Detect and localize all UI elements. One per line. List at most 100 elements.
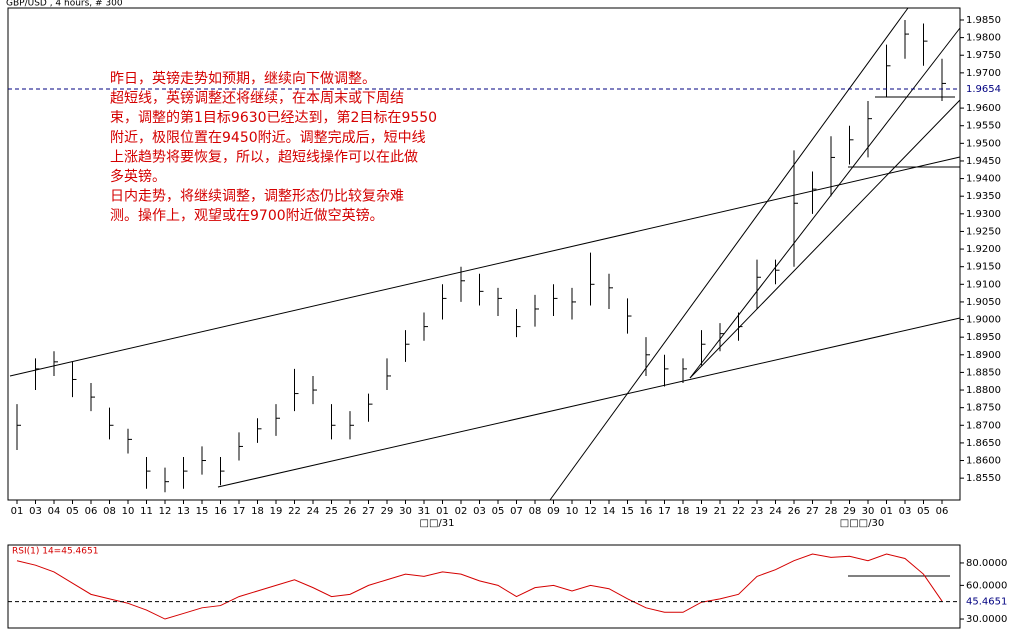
- y-tick-label: 1.9450: [966, 156, 1001, 167]
- y-tick-label: 1.9500: [966, 138, 1001, 149]
- x-tick-label: 16: [214, 506, 227, 517]
- x-tick-label: 27: [806, 506, 819, 517]
- x-tick-label: 03: [899, 506, 912, 517]
- x-tick-label: 23: [751, 506, 764, 517]
- y-tick-label: 1.8950: [966, 332, 1001, 343]
- y-tick-label: 1.8800: [966, 385, 1001, 396]
- x-tick-label: 01: [11, 506, 24, 517]
- annotation: 束，调整的第1目标9630已经达到，第2目标在9550: [110, 109, 437, 126]
- rsi-line: [16, 553, 943, 620]
- x-tick-label: 25: [325, 506, 338, 517]
- y-tick-label: 1.9800: [966, 33, 1001, 44]
- x-tick-label: 08: [529, 506, 542, 517]
- y-tick-label: 60.0000: [966, 580, 1007, 591]
- trend-lines: [9, 7, 961, 577]
- annotation: 上涨趋势将要恢复，所以，超短线操作可以在此做: [110, 148, 418, 165]
- x-tick-label: 26: [344, 506, 357, 517]
- x-tick-label: 22: [288, 506, 301, 517]
- x-tick-label: 15: [196, 506, 209, 517]
- x-tick-label: 24: [307, 506, 320, 517]
- y-tick-label: 1.9250: [966, 226, 1001, 237]
- x-tick-label: 05: [492, 506, 505, 517]
- y-tick-label: 1.9000: [966, 315, 1001, 326]
- trend-line: [9, 156, 961, 377]
- y-tick-label: 1.8550: [966, 473, 1001, 484]
- x-tick-label: 29: [843, 506, 856, 517]
- trend-line: [689, 27, 961, 379]
- y-tick-label: 1.9350: [966, 191, 1001, 202]
- x-tick-label: 19: [695, 506, 708, 517]
- x-tick-label: 31: [418, 506, 431, 517]
- x-tick-label: 11: [140, 506, 153, 517]
- x-tick-label: 03: [29, 506, 42, 517]
- y-tick-label: 1.8750: [966, 403, 1001, 414]
- x-tick-label: 21: [714, 506, 727, 517]
- x-tick-label: 13: [177, 506, 190, 517]
- x-tick-label: 17: [233, 506, 246, 517]
- y-tick-label: 30.0000: [966, 614, 1007, 625]
- y-tick-label: 1.9850: [966, 15, 1001, 26]
- x-tick-label: 16: [640, 506, 653, 517]
- x-tick-label: 06: [936, 506, 949, 517]
- rsi-frame: [7, 544, 961, 629]
- y-tick-label: 1.9400: [966, 174, 1001, 185]
- y-tick-label: 1.9550: [966, 121, 1001, 132]
- chart-title: GBP/USD , 4 hours, # 300: [6, 0, 123, 9]
- x-tick-label: 24: [769, 506, 782, 517]
- annotation: 多英镑。: [110, 168, 166, 185]
- x-tick-label: 04: [48, 506, 61, 517]
- y-tick-label: 1.8700: [966, 420, 1001, 431]
- x-tick-label: 27: [362, 506, 375, 517]
- x-tick-label: 19: [270, 506, 283, 517]
- x-tick-label: 12: [159, 506, 172, 517]
- x-tick-label: 03: [473, 506, 486, 517]
- y-tick-label: 80.0000: [966, 558, 1007, 569]
- y-tick-label: 1.8600: [966, 456, 1001, 467]
- x-tick-label: 07: [510, 506, 523, 517]
- y-tick-label: 1.9700: [966, 68, 1001, 79]
- x-tick-label: 17: [658, 506, 671, 517]
- x-tick-label: 18: [251, 506, 264, 517]
- y-tick-label: 1.9300: [966, 209, 1001, 220]
- x-tick-label: 05: [917, 506, 930, 517]
- x-tick-label: 10: [122, 506, 135, 517]
- y-tick-label: 1.9050: [966, 297, 1001, 308]
- y-tick-label: 1.9100: [966, 279, 1001, 290]
- price-frame: [7, 7, 961, 501]
- x-tick-label: 14: [603, 506, 616, 517]
- y-tick-label: 1.9200: [966, 244, 1001, 255]
- x-tick-label: 09: [547, 506, 560, 517]
- x-tick-label: 10: [566, 506, 579, 517]
- current-label: 1.9654: [966, 84, 1001, 95]
- x-tick-label: 28: [825, 506, 838, 517]
- x-tick-label: 29: [381, 506, 394, 517]
- y-tick-label: 1.8900: [966, 350, 1001, 361]
- period-label: □□/31: [420, 518, 455, 529]
- x-tick-label: 30: [399, 506, 412, 517]
- x-tick-label: 15: [621, 506, 634, 517]
- x-tick-label: 05: [66, 506, 79, 517]
- x-tick-label: 01: [880, 506, 893, 517]
- annotation: 测。操作上，观望或在9700附近做空英镑。: [110, 207, 384, 224]
- trend-line: [549, 7, 909, 501]
- annotation: 日内走势，将继续调整，调整形态仍比较复杂难: [110, 188, 404, 205]
- annotation: 昨日，英镑走势如预期，继续向下做调整。: [110, 70, 376, 87]
- annotation: 附近，极限位置在9450附近。调整完成后，短中线: [110, 130, 426, 146]
- y-tick-label: 1.8850: [966, 367, 1001, 378]
- y-tick-label: 1.9750: [966, 50, 1001, 61]
- period-label: □□□/30: [840, 518, 884, 529]
- x-tick-label: 02: [455, 506, 468, 517]
- trend-line: [689, 99, 961, 379]
- x-tick-label: 12: [584, 506, 597, 517]
- x-tick-label: 01: [436, 506, 449, 517]
- trend-line: [217, 317, 961, 488]
- rsi-title: RSI(1) 14=45.4651: [12, 547, 98, 557]
- annotation: 超短线，英镑调整还将继续，在本周末或下周结: [110, 90, 404, 107]
- current-label: 45.4651: [966, 597, 1007, 608]
- x-tick-label: 18: [677, 506, 690, 517]
- y-tick-label: 1.8650: [966, 438, 1001, 449]
- y-tick-label: 1.9150: [966, 262, 1001, 273]
- y-tick-label: 1.9600: [966, 103, 1001, 114]
